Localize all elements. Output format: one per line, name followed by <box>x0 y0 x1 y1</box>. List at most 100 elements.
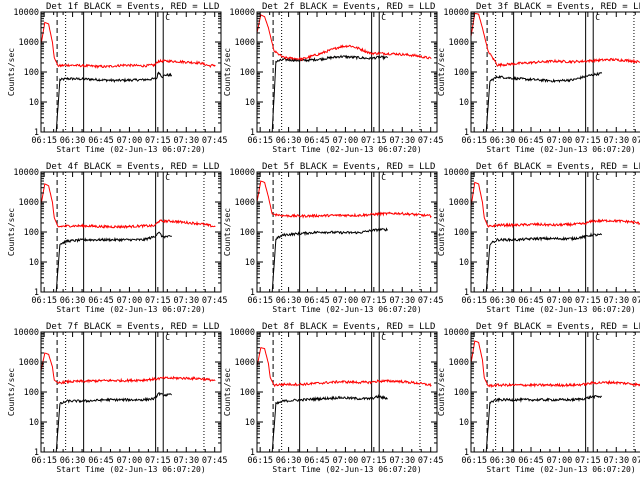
x-axis-label: Start Time (02-Jun-13 06:07:20) <box>272 465 421 474</box>
y-tick-label: 10 <box>29 98 39 108</box>
corner-mark: C <box>165 173 170 182</box>
x-tick-label: 06:30 <box>60 456 86 466</box>
x-axis-label: Start Time (02-Jun-13 06:07:20) <box>486 145 635 154</box>
x-tick-label: 06:45 <box>518 456 544 466</box>
x-tick-label: 07:45 <box>632 456 640 466</box>
y-tick-label: 10 <box>245 258 255 268</box>
corner-mark: C <box>595 13 600 22</box>
x-tick-label: 07:30 <box>389 136 415 146</box>
detector-panel-1: Det 1f BLACK = Events, RED = LLD 1 10 100 10… <box>7 2 227 154</box>
x-tick-label: 07:45 <box>418 136 444 146</box>
y-axis-label: Counts/sec <box>437 368 446 416</box>
y-tick-label: 10000 <box>13 168 39 178</box>
corner-mark: C <box>165 333 170 342</box>
x-axis-label: Start Time (02-Jun-13 06:07:20) <box>486 465 635 474</box>
y-axis-label: Counts/sec <box>7 368 16 416</box>
x-tick-label: 07:15 <box>361 136 387 146</box>
x-tick-label: 06:30 <box>60 296 86 306</box>
y-tick-label: 1 <box>250 288 255 298</box>
y-tick-label: 1 <box>250 448 255 458</box>
y-tick-label: 100 <box>240 388 255 398</box>
x-tick-label: 07:00 <box>333 136 359 146</box>
events-series-line <box>55 71 173 133</box>
x-tick-label: 07:00 <box>333 456 359 466</box>
y-tick-label: 10 <box>29 418 39 428</box>
y-tick-label: 10 <box>459 258 469 268</box>
detector-panel-9: Det 9f BLACK = Events, RED = LLD 1 10 100 10… <box>437 322 640 474</box>
x-tick-label: 06:30 <box>60 136 86 146</box>
x-tick-label: 07:30 <box>173 296 199 306</box>
x-tick-label: 07:15 <box>361 456 387 466</box>
events-series-line <box>271 227 389 293</box>
x-tick-label: 07:45 <box>202 296 228 306</box>
x-tick-label: 06:45 <box>88 456 114 466</box>
x-tick-label: 06:30 <box>490 456 516 466</box>
y-tick-label: 10000 <box>13 8 39 18</box>
panel-title: Det 4f BLACK = Events, RED = LLD <box>46 162 219 172</box>
x-tick-label: 06:45 <box>304 456 330 466</box>
x-tick-label: 06:15 <box>461 296 487 306</box>
y-tick-label: 10000 <box>229 328 255 338</box>
y-tick-label: 1000 <box>19 38 39 48</box>
plot-frame <box>470 11 640 133</box>
x-tick-label: 07:45 <box>202 456 228 466</box>
y-tick-label: 1000 <box>235 198 255 208</box>
x-tick-label: 06:15 <box>247 136 273 146</box>
x-tick-label: 07:15 <box>145 456 171 466</box>
x-tick-label: 06:30 <box>276 136 302 146</box>
y-tick-label: 10000 <box>443 8 469 18</box>
x-tick-label: 07:45 <box>418 296 444 306</box>
detector-panel-3: Det 3f BLACK = Events, RED = LLD 1 10 100 10… <box>437 2 640 154</box>
corner-mark: C <box>595 173 600 182</box>
y-tick-label: 100 <box>454 388 469 398</box>
lld-series-line <box>256 14 432 62</box>
x-tick-label: 06:30 <box>490 296 516 306</box>
y-tick-label: 1 <box>250 128 255 138</box>
events-series-line <box>55 231 173 293</box>
x-tick-label: 07:00 <box>547 456 573 466</box>
y-tick-label: 1000 <box>449 38 469 48</box>
corner-mark: C <box>165 13 170 22</box>
plot-frame <box>40 171 222 293</box>
x-tick-label: 06:45 <box>88 136 114 146</box>
y-tick-label: 100 <box>240 228 255 238</box>
x-axis-label: Start Time (02-Jun-13 06:07:20) <box>56 145 205 154</box>
y-tick-label: 1 <box>34 128 39 138</box>
x-tick-label: 06:15 <box>247 296 273 306</box>
x-tick-label: 06:15 <box>31 456 57 466</box>
events-series-line <box>485 71 603 133</box>
y-tick-label: 10 <box>245 98 255 108</box>
x-tick-label: 07:00 <box>333 296 359 306</box>
lld-series-line <box>40 352 216 385</box>
x-tick-label: 06:30 <box>490 136 516 146</box>
y-tick-label: 1 <box>464 448 469 458</box>
plot-frame <box>40 11 222 133</box>
x-tick-label: 06:15 <box>31 296 57 306</box>
x-tick-label: 07:15 <box>575 136 601 146</box>
x-tick-label: 07:45 <box>202 136 228 146</box>
y-tick-label: 10 <box>245 418 255 428</box>
x-tick-label: 06:15 <box>31 136 57 146</box>
x-tick-label: 07:00 <box>117 456 143 466</box>
events-series-line <box>271 394 388 453</box>
y-tick-label: 1000 <box>449 198 469 208</box>
y-tick-label: 100 <box>24 228 39 238</box>
x-tick-label: 06:15 <box>247 456 273 466</box>
y-tick-label: 1000 <box>449 358 469 368</box>
y-axis-label: Counts/sec <box>223 48 232 96</box>
detector-panel-5: Det 5f BLACK = Events, RED = LLD 1 10 100 10… <box>223 162 443 314</box>
x-tick-label: 07:30 <box>389 296 415 306</box>
lld-series-line <box>470 12 640 68</box>
y-axis-label: Counts/sec <box>223 208 232 256</box>
x-tick-label: 07:00 <box>117 296 143 306</box>
y-tick-label: 1000 <box>19 198 39 208</box>
panel-title: Det 6f BLACK = Events, RED = LLD <box>476 162 640 172</box>
x-tick-label: 07:15 <box>575 456 601 466</box>
detector-panel-6: Det 6f BLACK = Events, RED = LLD 1 10 100 10… <box>437 162 640 314</box>
plot-frame <box>470 331 640 453</box>
y-tick-label: 10 <box>459 418 469 428</box>
lld-series-line <box>40 21 216 69</box>
corner-mark: C <box>381 13 386 22</box>
panel-title: Det 5f BLACK = Events, RED = LLD <box>262 162 435 172</box>
x-tick-label: 06:30 <box>276 296 302 306</box>
